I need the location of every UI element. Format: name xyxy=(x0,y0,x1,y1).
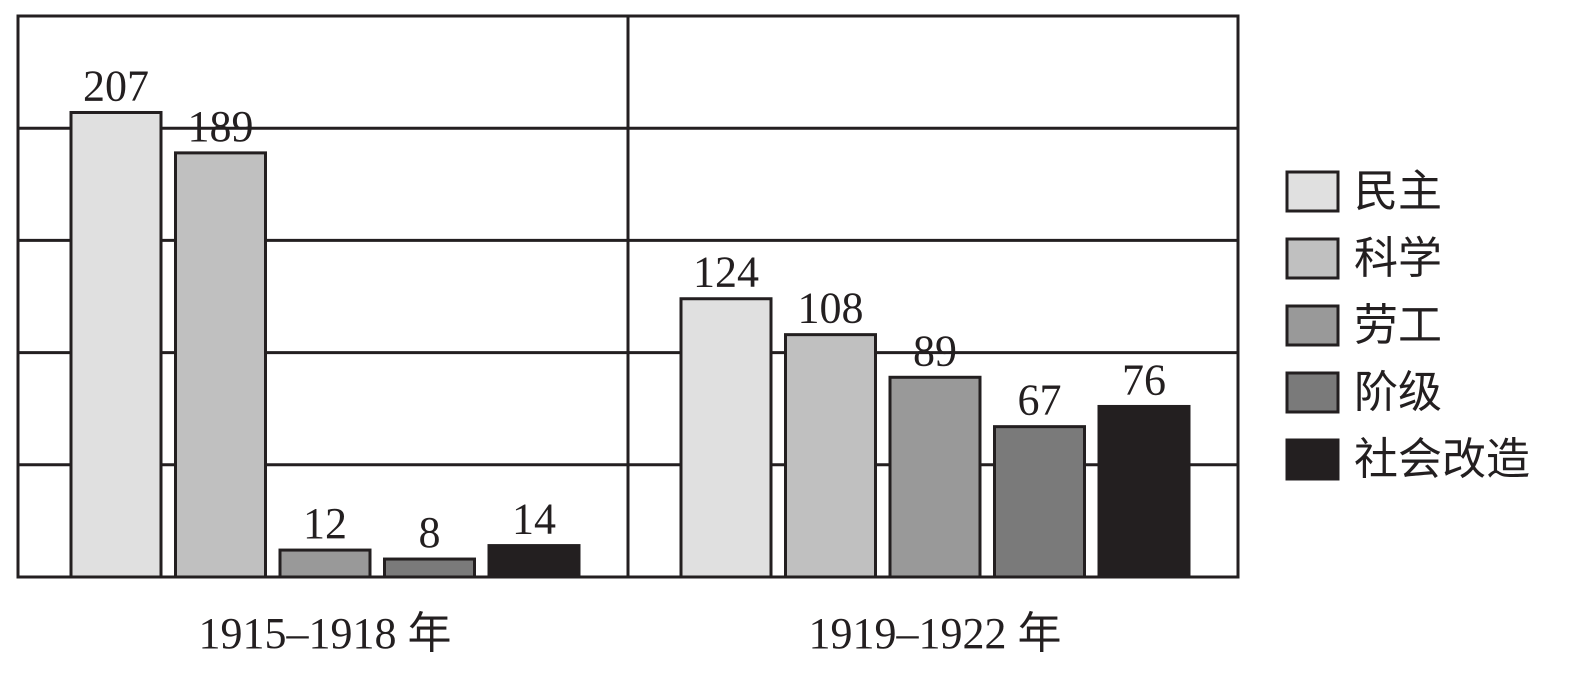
legend-swatch xyxy=(1285,304,1340,347)
legend-label: 劳工 xyxy=(1354,301,1442,350)
bar xyxy=(278,548,372,579)
value-label: 207 xyxy=(83,61,149,110)
value-label: 67 xyxy=(1018,376,1062,425)
value-label: 14 xyxy=(512,495,556,544)
bar xyxy=(1097,404,1191,579)
bar xyxy=(679,297,773,579)
value-label: 8 xyxy=(419,508,441,557)
bar xyxy=(383,557,476,579)
bar xyxy=(487,544,581,579)
legend-label: 阶级 xyxy=(1354,368,1442,417)
value-label: 124 xyxy=(693,248,759,297)
bar xyxy=(993,425,1086,579)
value-label: 89 xyxy=(913,326,957,375)
legend-label: 社会改造 xyxy=(1354,435,1530,484)
bar xyxy=(888,375,982,579)
legend-label: 科学 xyxy=(1354,234,1442,283)
value-label: 76 xyxy=(1122,355,1166,404)
legend-swatch xyxy=(1285,371,1340,414)
x-tick-label: 1915–1918 年 xyxy=(199,609,452,658)
legend-swatch xyxy=(1285,438,1340,481)
bar xyxy=(784,333,877,579)
legend-label: 民主 xyxy=(1354,167,1442,216)
legend-swatch xyxy=(1285,170,1340,213)
x-tick-label: 1919–1922 年 xyxy=(809,609,1062,658)
legend-swatch xyxy=(1285,237,1340,280)
value-label: 189 xyxy=(188,102,254,151)
bar xyxy=(69,110,163,579)
value-label: 108 xyxy=(798,284,864,333)
bar xyxy=(174,151,267,579)
value-label: 12 xyxy=(303,499,347,548)
